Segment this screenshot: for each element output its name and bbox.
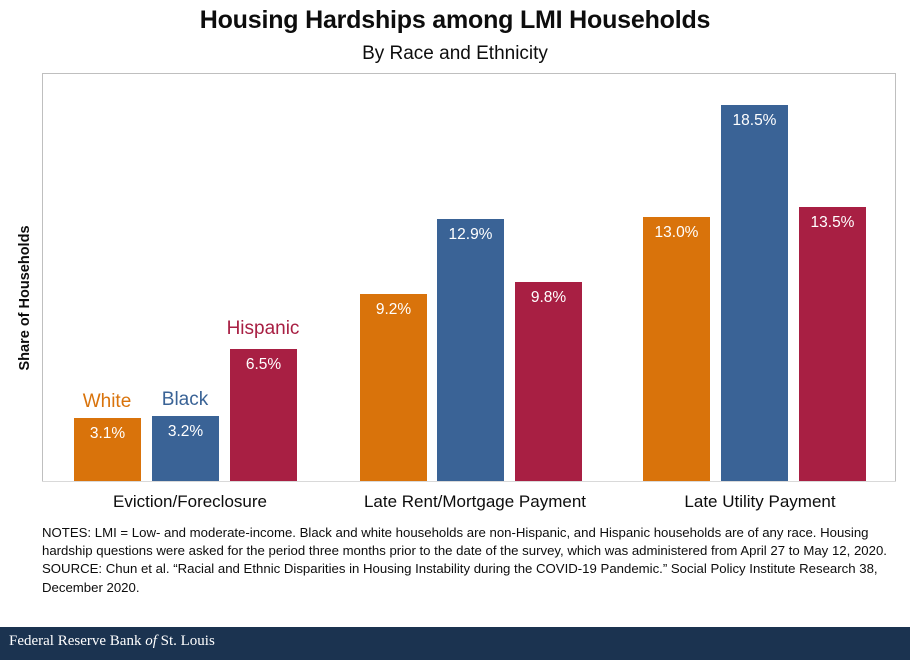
page-title: Housing Hardships among LMI Households bbox=[199, 6, 711, 34]
x-axis-category-label: Eviction/Foreclosure bbox=[112, 492, 267, 511]
footer-band: Federal Reserve Bank of St. Louis bbox=[0, 627, 910, 660]
bar: 13.5% bbox=[799, 207, 866, 481]
bar: 3.1% bbox=[74, 418, 141, 481]
y-axis-title: Share of Households bbox=[17, 225, 33, 371]
footnotes: NOTES: LMI = Low- and moderate-income. B… bbox=[42, 524, 890, 597]
footer-part2: St. Louis bbox=[156, 633, 215, 649]
bar: 12.9% bbox=[437, 219, 504, 481]
bar-value-label: 3.2% bbox=[167, 423, 204, 440]
organization-name: Federal Reserve Bank of St. Louis bbox=[9, 633, 215, 650]
bar: 3.2% bbox=[152, 416, 219, 481]
bar-value-label: 9.2% bbox=[375, 301, 412, 318]
bar: 6.5% bbox=[230, 349, 297, 481]
bar-value-label: 3.1% bbox=[89, 425, 126, 442]
bar: 9.8% bbox=[515, 282, 582, 481]
page-subtitle: By Race and Ethnicity bbox=[362, 43, 548, 64]
bar-value-label: 13.5% bbox=[810, 214, 855, 231]
x-axis-category-label: Late Utility Payment bbox=[684, 492, 836, 511]
x-axis-baseline bbox=[42, 481, 896, 482]
x-axis-category-label: Late Rent/Mortgage Payment bbox=[363, 492, 587, 511]
bar-value-label: 18.5% bbox=[732, 112, 777, 129]
bar: 9.2% bbox=[360, 294, 427, 481]
notes-line: NOTES: LMI = Low- and moderate-income. B… bbox=[42, 525, 887, 559]
series-label-white: White bbox=[82, 391, 132, 412]
bar-value-label: 13.0% bbox=[654, 224, 699, 241]
bar: 18.5% bbox=[721, 105, 788, 481]
source-line: SOURCE: Chun et al. “Racial and Ethnic D… bbox=[42, 561, 878, 595]
bar-value-label: 12.9% bbox=[448, 226, 493, 243]
series-label-black: Black bbox=[161, 389, 209, 410]
footer-of: of bbox=[145, 633, 157, 649]
footer-part1: Federal Reserve Bank bbox=[9, 633, 146, 649]
bar: 13.0% bbox=[643, 217, 710, 481]
series-label-hispanic: Hispanic bbox=[226, 318, 300, 339]
bar-value-label: 6.5% bbox=[245, 356, 282, 373]
bar-value-label: 9.8% bbox=[530, 289, 567, 306]
